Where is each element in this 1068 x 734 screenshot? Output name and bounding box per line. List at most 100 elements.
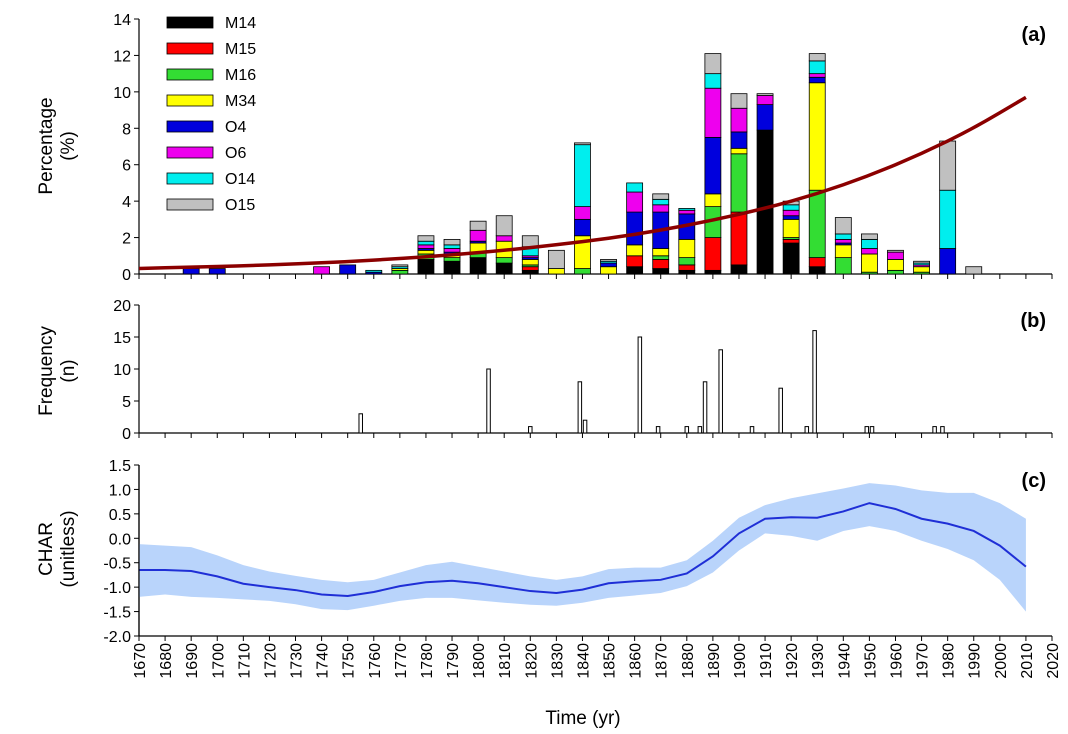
legend-swatch-m16 <box>166 68 214 81</box>
bar-o15-1900 <box>730 93 748 109</box>
frequency-bar-1880 <box>684 426 690 434</box>
x-tick-label: 1870 <box>654 643 671 679</box>
x-tick-label: 1740 <box>315 643 332 679</box>
x-tick-label: 1920 <box>784 643 801 679</box>
char-line <box>139 502 1027 597</box>
bar-m16-1810 <box>495 257 513 264</box>
legend-label-o4: O4 <box>225 119 246 136</box>
panel-label: (c) <box>1022 470 1046 492</box>
bar-m16-1770 <box>391 269 409 275</box>
bar-o14-1870 <box>652 198 670 206</box>
legend-label-m16: M16 <box>225 67 256 84</box>
legend-label-o15: O15 <box>225 197 255 214</box>
bar-m34-1880 <box>678 238 696 259</box>
bar-o14-1950 <box>861 238 878 249</box>
bar-m16-1880 <box>678 257 696 266</box>
legend-swatch-m14 <box>166 16 214 29</box>
x-tick-label: 1700 <box>210 643 227 679</box>
legend-label-m14: M14 <box>225 15 256 32</box>
frequency-bar-1804 <box>486 368 491 434</box>
bar-o15-1940 <box>834 217 852 235</box>
y-tick-label: 10 <box>113 85 131 102</box>
bar-o15-1960 <box>887 249 904 253</box>
x-tick-label: 1680 <box>158 643 175 679</box>
x-tick-label: 1950 <box>862 643 879 679</box>
frequency-bar-1926 <box>804 426 810 434</box>
x-tick-label: 2020 <box>1045 643 1062 679</box>
y-tick-label: 4 <box>122 194 131 211</box>
x-tick-label: 1830 <box>549 643 566 679</box>
x-tick-label: 1810 <box>497 643 514 679</box>
x-tick-label: 1880 <box>680 643 697 679</box>
x-tick-label: 1900 <box>732 643 749 679</box>
bar-o14-1890 <box>704 73 722 89</box>
bar-o4-1850 <box>600 262 617 268</box>
bar-m14-1890 <box>704 269 722 275</box>
bar-m14-1860 <box>626 266 644 275</box>
frequency-bar-1841 <box>582 419 588 434</box>
bar-m34-1920 <box>782 218 800 238</box>
y-tick-label: -2.0 <box>103 629 131 646</box>
panel-b-frequency-chart: 0 5 10 15 20 (b) Frequency (n) <box>36 298 1053 443</box>
bar-o6-1910 <box>756 95 774 106</box>
bar-o6-1800 <box>469 229 487 242</box>
bar-m34-1960 <box>887 259 904 271</box>
bar-o14-1860 <box>626 182 644 193</box>
bar-m16-1790 <box>443 257 461 262</box>
bar-o6-1930 <box>808 73 826 78</box>
bar-o6-1860 <box>626 191 644 213</box>
frequency-bar-1820 <box>528 426 533 434</box>
bar-m14-1780 <box>417 259 435 275</box>
bar-o14-1930 <box>808 60 826 75</box>
x-tick-label: 1940 <box>836 643 853 679</box>
bar-m34-1780 <box>417 249 435 255</box>
bar-o14-1840 <box>574 144 591 208</box>
bar-o15-1910 <box>756 93 774 96</box>
y-tick-label: -1.5 <box>103 605 131 622</box>
bar-m16-1840 <box>574 268 591 275</box>
bar-o4-1910 <box>756 104 774 131</box>
char-confidence-band <box>139 483 1026 612</box>
bar-m14-1930 <box>808 266 826 275</box>
y-tick-label: 15 <box>113 330 131 347</box>
bar-m14-1810 <box>495 262 513 275</box>
x-tick-label: 1930 <box>810 643 827 679</box>
bar-o6-1840 <box>574 206 591 220</box>
bar-o4-1840 <box>574 218 591 237</box>
bar-m34-1940 <box>834 244 852 259</box>
y-axis-label-unit: (n) <box>58 359 79 382</box>
bar-m34-1870 <box>652 248 670 257</box>
x-tick-label: 1720 <box>262 643 279 679</box>
legend-swatch-o14 <box>166 172 214 185</box>
x-tick-label: 1910 <box>758 643 775 679</box>
bar-o4-1860 <box>626 211 644 246</box>
bar-m34-1930 <box>808 82 826 191</box>
bar-o15-1930 <box>808 53 826 62</box>
bar-o6-1740 <box>313 266 331 275</box>
x-tick-label: 1760 <box>367 643 384 679</box>
bar-o15-1850 <box>600 259 617 262</box>
legend-label-o14: O14 <box>225 171 255 188</box>
bar-o4-1900 <box>730 131 748 149</box>
bar-o15-1780 <box>417 235 435 242</box>
bar-m15-1900 <box>730 211 748 266</box>
bar-o14-1780 <box>417 240 435 246</box>
x-tick-label: 1800 <box>471 643 488 679</box>
x-tick-label: 1840 <box>575 643 592 679</box>
y-tick-label: 12 <box>113 48 131 65</box>
bar-o6-1900 <box>730 107 748 133</box>
legend-label-m15: M15 <box>225 41 256 58</box>
bar-o15-1970 <box>913 260 930 264</box>
bar-o6-1810 <box>495 235 513 242</box>
bar-m34-1820 <box>521 259 539 266</box>
x-axis-label: Time (yr) <box>545 708 620 729</box>
bar-m15-1930 <box>808 257 826 268</box>
bar-m34-1890 <box>704 193 722 208</box>
bar-o14-1790 <box>443 244 461 249</box>
x-tick-label: 2010 <box>1019 643 1036 679</box>
bar-m34-1860 <box>626 244 644 257</box>
bar-o15-1810 <box>495 215 513 237</box>
bar-m34-1950 <box>861 253 878 273</box>
bar-m16-1960 <box>887 269 904 275</box>
